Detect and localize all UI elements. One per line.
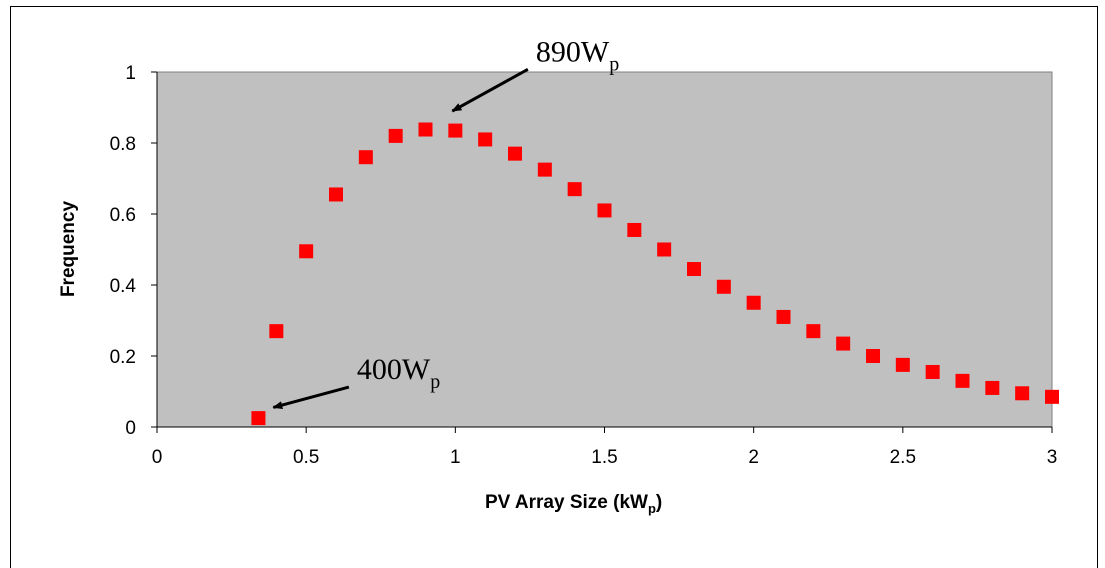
data-point xyxy=(251,411,266,426)
annotation-arrow xyxy=(451,68,529,113)
y-tick-label: 0.2 xyxy=(110,347,136,368)
x-tick-label: 0 xyxy=(152,447,163,468)
data-point xyxy=(448,123,463,138)
data-points xyxy=(251,122,1059,426)
data-point xyxy=(388,128,403,143)
data-point xyxy=(478,132,493,147)
y-axis-ticks: 0 0.2 0.4 0.6 0.8 1 xyxy=(110,63,157,439)
x-tick-label: 3 xyxy=(1047,447,1058,468)
data-point xyxy=(836,336,851,351)
data-point xyxy=(776,309,791,324)
data-point xyxy=(269,324,284,339)
x-tick-label: 0.5 xyxy=(293,447,319,468)
data-point xyxy=(1045,389,1059,404)
x-tick-label: 1.5 xyxy=(591,447,617,468)
data-point xyxy=(895,357,910,372)
data-point xyxy=(866,349,880,363)
data-point xyxy=(508,146,522,161)
y-tick-label: 0.4 xyxy=(110,276,137,297)
data-point xyxy=(746,295,761,310)
data-point xyxy=(358,150,373,165)
data-point xyxy=(716,279,731,294)
y-tick-label: 0.8 xyxy=(110,134,136,155)
y-tick-label: 0.6 xyxy=(110,205,136,226)
y-axis-title: Frequency xyxy=(58,201,79,298)
data-point xyxy=(418,122,433,137)
data-point xyxy=(955,373,970,388)
x-tick-label: 2 xyxy=(748,447,759,468)
data-point xyxy=(597,203,612,218)
x-tick-label: 1 xyxy=(450,447,461,468)
data-point xyxy=(1015,386,1030,401)
annotations: 890Wp 400Wp xyxy=(272,35,619,409)
data-point xyxy=(299,244,314,259)
data-point xyxy=(329,187,343,202)
data-point xyxy=(627,222,642,237)
annotation-label: 400Wp xyxy=(357,353,440,393)
y-tick-label: 1 xyxy=(125,63,136,84)
data-point xyxy=(657,242,672,257)
x-tick-label: 2.5 xyxy=(890,447,916,468)
data-point xyxy=(567,182,582,197)
data-point xyxy=(537,162,552,177)
data-point xyxy=(925,364,940,379)
annotation-arrow xyxy=(272,385,350,409)
plot-area xyxy=(156,71,1053,428)
data-point xyxy=(806,324,821,339)
x-axis-title: PV Array Size (kWp) xyxy=(485,492,662,516)
x-axis-ticks: 0 0.5 1 1.5 2 2.5 3 xyxy=(152,427,1058,468)
data-point xyxy=(687,262,701,277)
y-tick-label: 0 xyxy=(125,418,136,439)
data-point xyxy=(985,380,1000,395)
annotation-label: 890Wp xyxy=(536,35,619,75)
